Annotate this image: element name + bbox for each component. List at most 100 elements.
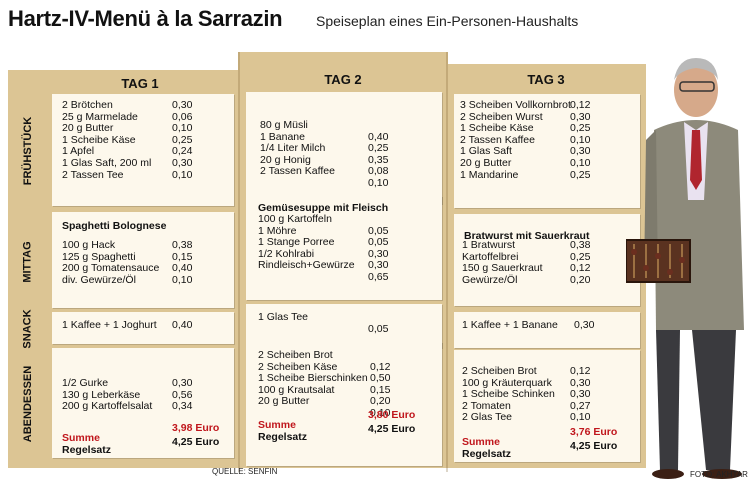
- menu-item: 1 Scheibe Schinken 0,30: [462, 388, 590, 401]
- card-t3-fruehstueck: [454, 94, 640, 208]
- menu-item-price: 0,25: [570, 168, 591, 181]
- menu-item-name: 1 Stange Porree: [258, 236, 335, 249]
- tag3-regelsatz-value: 4,25 Euro: [570, 440, 618, 452]
- section-label-mittag: MITTAG: [22, 241, 34, 283]
- menu-item-price: 0,10: [172, 122, 193, 135]
- menu-item-price: 0,27: [570, 399, 591, 412]
- menu-item-name: 1 Kaffee + 1 Banane: [462, 319, 558, 331]
- menu-item: 200 g Tomatensauce 0,40: [62, 262, 192, 275]
- menu-item-price: 0,38: [570, 239, 591, 251]
- day-header-3: TAG 3: [527, 72, 565, 87]
- menu-item-price: 0,30: [570, 145, 591, 158]
- card-t1-abend: [52, 348, 234, 458]
- menu-item: 20 g Butter 0,20: [258, 396, 390, 408]
- menu-item-price: 0,30: [172, 157, 193, 169]
- menu-item: 125 g Spaghetti 0,15: [62, 251, 192, 264]
- menu-item: 100 g Kräuterquark 0,30: [462, 376, 590, 390]
- menu-item-name: 100 g Kräuterquark: [462, 376, 552, 389]
- menu-item-price: 0,05: [368, 224, 389, 237]
- tag3-summe-label: Summe: [462, 436, 500, 448]
- menu-item-price: 0,30: [172, 377, 193, 389]
- menu-item-name: 100 g Hack: [62, 239, 116, 251]
- tag2-regelsatz-value: 4,25 Euro: [368, 423, 416, 435]
- menu-item-price: 0,05: [368, 236, 389, 249]
- menu-item: 2 Tassen Tee 0,10: [62, 169, 192, 182]
- menu-item-name: 1 Scheibe Schinken: [462, 388, 555, 401]
- menu-item-name: 1/2 Gurke: [62, 377, 109, 389]
- menu-item-name: 2 Tassen Kaffee: [260, 165, 335, 178]
- tag2-regelsatz-label: Regelsatz: [258, 431, 308, 443]
- menu-item-name: 20 g Butter: [460, 157, 512, 169]
- menu-item-price: 0,30: [574, 319, 595, 331]
- menu-item-name: 1/4 Liter Milch: [260, 142, 326, 155]
- menu-item-price: 0,10: [370, 407, 391, 419]
- menu-item-price: 0,12: [570, 99, 591, 111]
- menu-item: 25 g Marmelade 0,06: [62, 110, 192, 124]
- menu-item-price: 0,24: [172, 145, 193, 158]
- menu-item-name: Kartoffelbrei: [462, 250, 519, 263]
- menu-item-name: 1 Kaffee + 1 Joghurt: [62, 319, 157, 331]
- menu-item-name: 1 Glas Saft: [460, 145, 512, 158]
- menu-item: 1 Scheibe Bierschinken 0,50: [258, 372, 390, 385]
- tag1-regelsatz-value: 4,25 Euro: [172, 436, 220, 448]
- menu-item: 100 g Kartoffeln: [258, 213, 332, 226]
- menu-item-price: 0,12: [370, 360, 391, 373]
- menu-item-name: 2 Tassen Kaffee: [460, 133, 535, 146]
- menu-item: 1 Scheibe Käse 0,25: [460, 122, 590, 135]
- menu-item-name: Rindleisch+Gewürze: [258, 259, 355, 272]
- day-header-1: TAG 1: [121, 76, 159, 91]
- menu-item-price: 0,50: [370, 372, 391, 385]
- menu-item: 1/2 Gurke 0,30: [62, 377, 192, 390]
- menu-item-name: 1 Banane: [260, 130, 305, 143]
- menu-item: 1 Möhre 0,05: [258, 225, 388, 238]
- menu-item-name: 1 Glas Saft, 200 ml: [62, 157, 152, 169]
- menu-item: 100 g Hack 0,38: [62, 239, 192, 252]
- menu-item-name: 1 Bratwurst: [462, 239, 516, 251]
- menu-item: 2 Brötchen 0,30: [62, 99, 192, 112]
- card-t3-abend: [454, 350, 640, 462]
- menu-item: 1 Scheibe Käse 0,25: [62, 134, 192, 147]
- menu-item-price: 0,25: [570, 122, 591, 135]
- menu-item: 80 g Müsli: [260, 119, 308, 132]
- card-t1-fruehstueck: [52, 94, 234, 206]
- menu-item: 1 Glas Saft 0,30: [460, 145, 590, 158]
- menu-item-name: 1 Glas Tee: [258, 311, 309, 323]
- menu-item: 1 Banane 0,40: [260, 130, 388, 144]
- card-t3-mittag: [454, 214, 640, 306]
- menu-item-name: 1 Scheibe Käse: [460, 122, 534, 135]
- source-credit: QUELLE: SENFIN: [212, 467, 278, 476]
- menu-item-name: 80 g Müsli: [260, 119, 308, 131]
- menu-item-name: 150 g Sauerkraut: [462, 262, 543, 275]
- menu-item: 2 Scheiben Brot 0,12: [462, 365, 590, 378]
- menu-item-name: 2 Scheiben Brot: [258, 349, 333, 361]
- card-t2-snack: [246, 304, 442, 348]
- menu-item-price: 0,10: [570, 157, 591, 169]
- tag2-summe-label: Summe: [258, 419, 296, 431]
- menu-item-price: 0,05: [368, 322, 389, 335]
- menu-item: 1 Kaffee + 1 Banane 0,30: [462, 319, 594, 332]
- menu-item-price: 0,08: [368, 165, 389, 178]
- menu-item: 1/4 Liter Milch 0,25: [260, 142, 388, 155]
- menu-item-price: 0,20: [370, 395, 391, 408]
- menu-item-name: 2 Glas Tee: [462, 411, 513, 424]
- menu-item-name: 100 g Kartoffeln: [258, 213, 332, 225]
- menu-item-price: 0,56: [172, 388, 193, 401]
- menu-item: 1 Glas Tee: [258, 311, 309, 324]
- menu-item: Gewürze/Öl 0,20: [462, 274, 590, 287]
- menu-item-name: 25 g Marmelade: [62, 110, 138, 123]
- menu-item-price: 0,20: [570, 273, 591, 286]
- menu-item-price: 0,30: [570, 388, 591, 401]
- menu-item: 3 Scheiben Vollkornbrot 0,12: [460, 99, 590, 112]
- menu-item-price: 0,25: [570, 250, 591, 263]
- menu-item: 200 g Kartoffelsalat 0,34: [62, 400, 192, 413]
- menu-item-name: 2 Scheiben Brot: [462, 365, 537, 377]
- mittag-title-3: Bratwurst mit Sauerkraut: [464, 230, 590, 242]
- day-header-2: TAG 2: [324, 72, 362, 87]
- menu-item: 1 Glas Saft, 200 ml 0,30: [62, 157, 192, 170]
- tag3-regelsatz-label: Regelsatz: [462, 448, 512, 460]
- menu-item: 2 Tomaten 0,27: [462, 400, 590, 413]
- menu-item-price: 0,10: [570, 133, 591, 146]
- menu-item-price: 0,38: [172, 239, 193, 251]
- menu-item: 20 g Butter 0,10: [62, 122, 192, 135]
- menu-item-name: 200 g Tomatensauce: [62, 262, 160, 275]
